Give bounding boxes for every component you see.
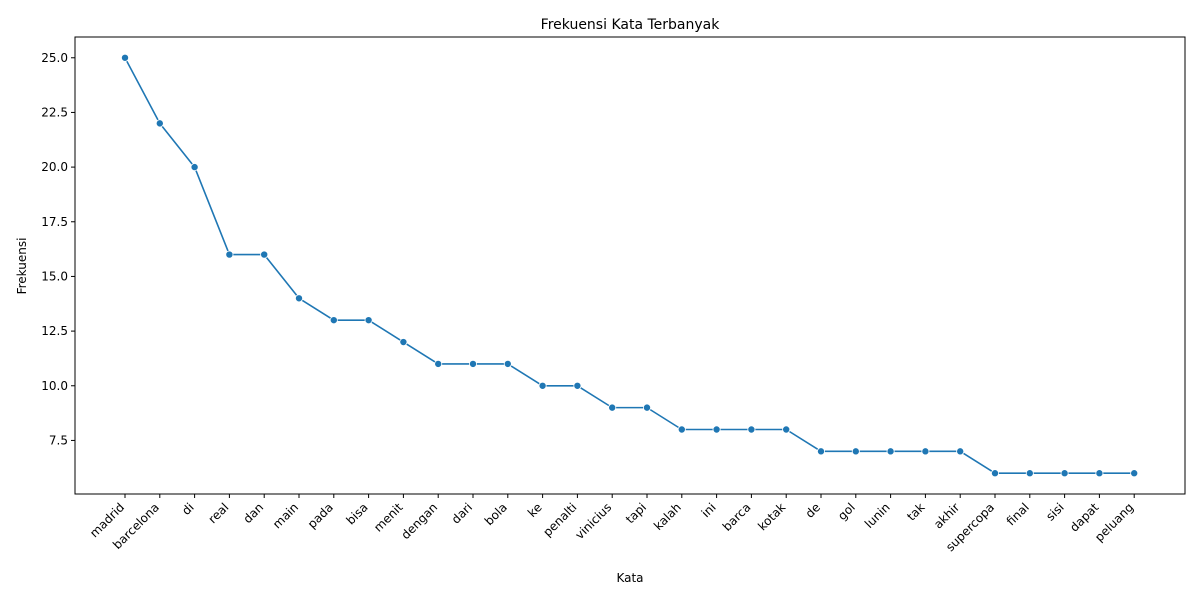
data-point	[991, 469, 1000, 478]
data-point	[573, 381, 582, 390]
data-point	[121, 53, 130, 62]
data-point	[1025, 469, 1034, 478]
y-tick-label: 10.0	[41, 379, 68, 393]
y-tick-label: 20.0	[41, 160, 68, 174]
x-axis-label: Kata	[616, 571, 643, 585]
data-point	[294, 294, 303, 303]
data-point	[921, 447, 930, 456]
data-point	[468, 359, 477, 368]
plot-frame	[74, 36, 1186, 495]
data-point	[538, 381, 547, 390]
data-point	[817, 447, 826, 456]
data-point	[225, 250, 234, 259]
y-axis-label: Frekuensi	[15, 238, 29, 295]
data-point	[782, 425, 791, 434]
data-point	[1095, 469, 1104, 478]
y-tick-label: 12.5	[41, 324, 68, 338]
y-tick-label: 17.5	[41, 215, 68, 229]
y-tick-label: 25.0	[41, 51, 68, 65]
data-point	[643, 403, 652, 412]
data-point	[503, 359, 512, 368]
data-point	[747, 425, 756, 434]
data-point	[329, 316, 338, 325]
data-point	[1060, 469, 1069, 478]
data-point	[956, 447, 965, 456]
data-point	[886, 447, 895, 456]
data-point	[712, 425, 721, 434]
data-point	[364, 316, 373, 325]
data-point	[608, 403, 617, 412]
data-point	[434, 359, 443, 368]
data-point	[399, 338, 408, 347]
chart-title: Frekuensi Kata Terbanyak	[541, 17, 721, 33]
data-point	[1130, 469, 1139, 478]
data-point	[190, 163, 199, 172]
y-tick-label: 15.0	[41, 269, 68, 283]
y-tick-label: 22.5	[41, 105, 68, 119]
y-tick-label: 7.5	[49, 433, 68, 447]
series-line	[124, 57, 1135, 475]
data-point	[155, 119, 164, 128]
data-point	[677, 425, 686, 434]
data-point	[260, 250, 269, 259]
data-point	[851, 447, 860, 456]
